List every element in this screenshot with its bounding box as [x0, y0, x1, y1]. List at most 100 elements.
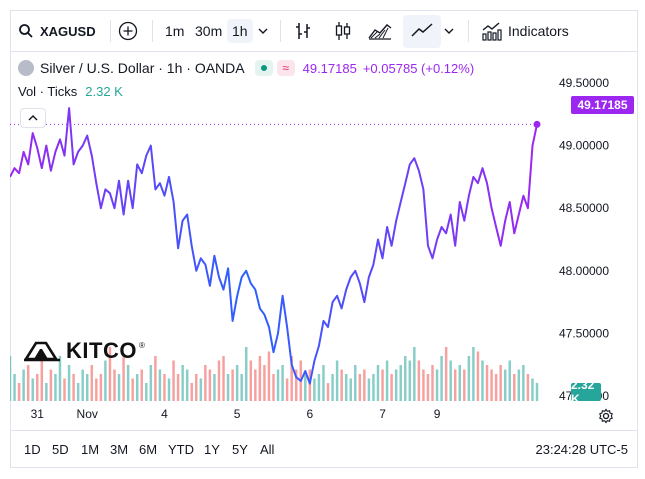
volume-bar [104, 360, 107, 401]
interval-dropdown[interactable] [257, 10, 269, 52]
volume-bar [313, 378, 316, 401]
volume-bar [90, 365, 94, 401]
legend-volume: Vol · Ticks 2.32 K [18, 84, 123, 99]
volume-bar [226, 374, 230, 401]
volume-bar [81, 369, 84, 401]
volume-bar [490, 369, 493, 401]
volume-bar [513, 374, 516, 401]
volume-bar [463, 369, 466, 401]
volume-bar [95, 378, 98, 401]
symbol-search[interactable]: XAGUSD [18, 10, 96, 52]
volume-bar [340, 369, 343, 401]
range-all[interactable]: All [260, 442, 275, 457]
volume-bar [276, 369, 280, 401]
volume-bar [476, 351, 480, 401]
volume-bar [145, 383, 148, 401]
range-5y[interactable]: 5Y [232, 442, 248, 457]
time-axis[interactable]: 31 Nov 4 5 6 7 9 [31, 407, 441, 421]
volume-bar [13, 374, 16, 401]
volume-bar [267, 351, 271, 401]
x-tick-label: 4 [161, 407, 168, 421]
volume-bar [390, 374, 393, 401]
volume-bar [522, 365, 525, 401]
volume-bar [472, 347, 475, 401]
volume-bar [281, 365, 284, 401]
volume-value: 2.32 K [85, 84, 123, 99]
range-5d[interactable]: 5D [52, 442, 69, 457]
volume-bar [449, 360, 452, 401]
indicators-button[interactable]: Indicators [480, 10, 569, 52]
volume-bar [304, 374, 307, 401]
range-1y[interactable]: 1Y [204, 442, 220, 457]
volume-bar [503, 369, 507, 401]
clock-timezone[interactable]: 23:24:28 UTC-5 [535, 442, 629, 457]
volume-bar [172, 360, 175, 401]
area-style-button[interactable] [367, 10, 393, 52]
volume-bar [181, 365, 184, 401]
volume-bar [258, 356, 262, 401]
registered-mark: ® [138, 340, 145, 350]
volume-bar [190, 383, 193, 401]
volume-bar [381, 369, 384, 401]
range-6m[interactable]: 6M [139, 442, 158, 457]
interval-30m[interactable]: 30m [190, 10, 227, 52]
volume-bar [99, 374, 103, 401]
volume-bar [331, 374, 334, 401]
search-icon [19, 24, 33, 38]
range-1d[interactable]: 1D [24, 442, 41, 457]
kitco-bars-icon [24, 341, 60, 362]
volume-bar [31, 378, 34, 401]
market-open-dot-icon [254, 60, 273, 76]
volume-bar [108, 347, 112, 401]
chart-style-dropdown[interactable] [443, 10, 455, 52]
y-tick-label: 48.50000 [559, 201, 609, 215]
volume-bar [22, 369, 25, 401]
price-chart[interactable]: 49.50000 49.00000 48.50000 48.00000 47.50000… [10, 53, 638, 429]
volume-bar [213, 374, 216, 401]
volume-bar [435, 369, 439, 401]
volume-bar [367, 378, 371, 401]
volume-bar [140, 369, 143, 401]
volume-bar [249, 360, 253, 401]
range-1m[interactable]: 1M [81, 442, 100, 457]
volume-bar [63, 378, 66, 401]
line-style-button[interactable] [403, 10, 441, 52]
collapse-legend-button[interactable] [20, 108, 46, 128]
volume-bar [135, 374, 139, 401]
compare-symbol-button[interactable] [118, 10, 138, 52]
volume-bar [176, 374, 180, 401]
candles-icon [335, 22, 351, 40]
kitco-wordmark: KITCO [66, 338, 137, 363]
volume-bars [10, 347, 539, 401]
volume-bar [363, 369, 366, 401]
volume-bar [285, 378, 289, 401]
chart-settings-button[interactable] [596, 406, 616, 426]
volume-bar [45, 383, 48, 401]
volume-bar [67, 365, 71, 401]
volume-bar [453, 369, 457, 401]
candles-style-button[interactable] [332, 10, 354, 52]
market-status-badge[interactable]: ≈ [254, 60, 295, 76]
x-tick-label: Nov [77, 407, 98, 421]
legend-title: Silver / U.S. Dollar · 1h · OANDA [40, 60, 245, 76]
bars-icon [296, 23, 310, 39]
y-tick-label: 49.50000 [559, 76, 609, 90]
y-tick-label: 47.50000 [559, 326, 609, 340]
delayed-wave-icon: ≈ [276, 60, 295, 76]
volume-bar [49, 369, 53, 401]
interval-1m[interactable]: 1m [160, 10, 189, 52]
volume-bar [308, 369, 312, 401]
line-style-active-bg [403, 14, 441, 48]
range-ytd[interactable]: YTD [168, 442, 194, 457]
price-axis[interactable]: 49.50000 49.00000 48.50000 48.00000 47.50000… [559, 76, 609, 403]
volume-bar [526, 374, 530, 401]
interval-1h[interactable]: 1h [227, 10, 253, 52]
y-tick-label: 48.00000 [559, 264, 609, 278]
symbol-logo [18, 60, 34, 76]
volume-bar [354, 365, 357, 401]
volume-bar [158, 369, 162, 401]
volume-bar [113, 369, 116, 401]
range-3m[interactable]: 3M [110, 442, 129, 457]
bars-style-button[interactable] [292, 10, 314, 52]
volume-bar [294, 369, 298, 401]
